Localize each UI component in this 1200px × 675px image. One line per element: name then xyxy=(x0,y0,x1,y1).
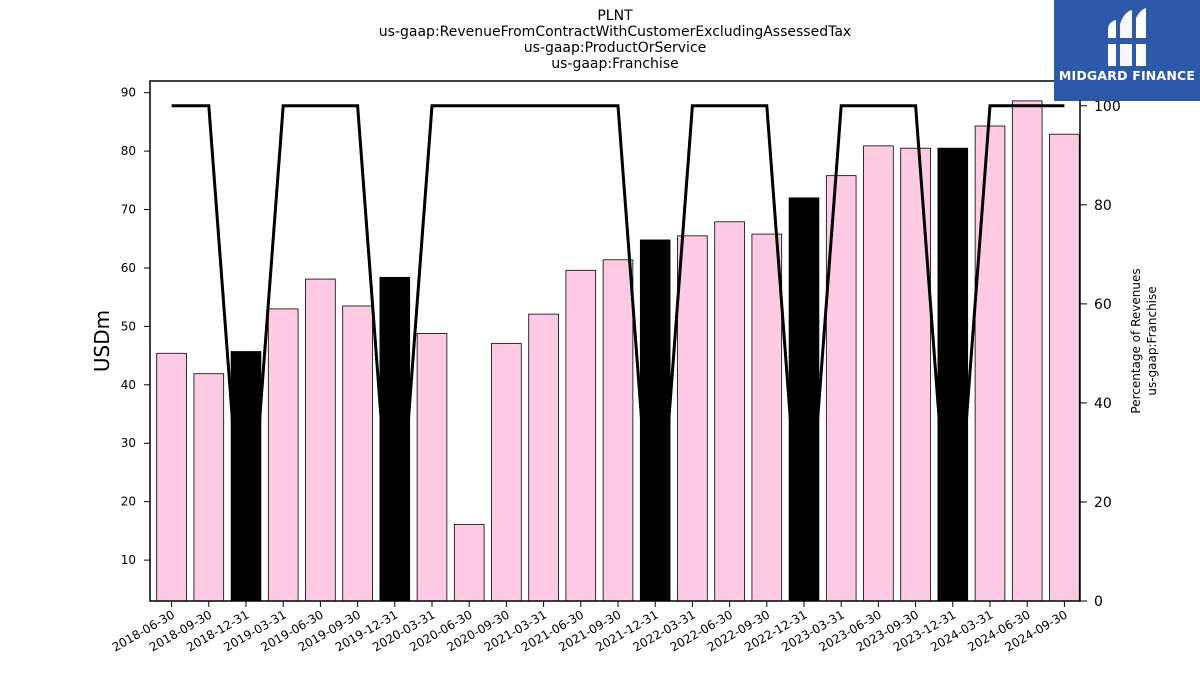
y2-tick-label: 0 xyxy=(1094,594,1103,610)
chart-title-line: us-gaap:ProductOrService xyxy=(524,40,707,56)
y2-axis-label: Percentage of Revenues xyxy=(1129,268,1143,413)
bar-2020-09-30 xyxy=(491,342,522,602)
y2-axis: 0 20 40 60 80 100 Percentage of Revenues us-gaa… xyxy=(1080,99,1159,610)
plot-border xyxy=(149,80,1081,602)
bar-2020-06-30 xyxy=(453,524,485,602)
bar-2024-09-30 xyxy=(1049,133,1080,602)
y-tick-label: 30 xyxy=(121,436,136,450)
chart-title-line: PLNT xyxy=(597,8,633,24)
bar-2018-09-30 xyxy=(193,373,225,602)
y2-tick-label: 80 xyxy=(1094,198,1112,214)
y-tick-label: 90 xyxy=(121,86,136,100)
bar-2023-09-30 xyxy=(900,147,931,602)
bar-2022-03-31 xyxy=(677,235,708,602)
y2-tick-label: 20 xyxy=(1094,495,1112,511)
bar-2021-03-31 xyxy=(528,313,559,602)
bar-2019-12-31 xyxy=(379,276,411,602)
y-tick-label: 20 xyxy=(121,495,136,509)
chart-title-line: us-gaap:RevenueFromContractWithCustomerE… xyxy=(379,24,851,40)
bar-2022-09-30 xyxy=(751,233,783,602)
midgard-finance-logo: MIDGARD FINANCE xyxy=(1054,0,1200,101)
y-tick-label: 70 xyxy=(121,203,136,217)
bar-2019-09-30 xyxy=(342,305,373,602)
bar-2024-03-31 xyxy=(974,125,1006,602)
logo-text: MIDGARD FINANCE xyxy=(1058,68,1196,83)
y2-tick-label: 40 xyxy=(1094,396,1112,412)
bar-2021-09-30 xyxy=(602,259,634,602)
bar-2024-06-30 xyxy=(1011,100,1043,602)
percentage-line-group xyxy=(171,104,1065,602)
midgard-logo-icon xyxy=(1106,8,1148,66)
y-axis-label: USDm xyxy=(90,310,114,372)
x-axis: 2018-06-302018-09-302018-12-312019-03-31… xyxy=(110,601,1070,654)
plot-frame xyxy=(149,80,1081,602)
bar-2022-06-30 xyxy=(714,221,745,602)
bars xyxy=(156,100,1080,602)
bar-2023-06-30 xyxy=(863,145,894,602)
bar-2023-12-31 xyxy=(937,147,969,602)
chart-title-line: us-gaap:Franchise xyxy=(551,56,678,72)
y-tick-label: 60 xyxy=(121,261,136,275)
bar-2019-03-31 xyxy=(267,308,299,602)
percentage-line xyxy=(171,104,1065,602)
bar-2018-06-30 xyxy=(156,352,187,602)
y2-tick-label: 100 xyxy=(1094,99,1121,115)
bar-2021-12-31 xyxy=(639,239,671,602)
y-tick-label: 40 xyxy=(121,378,136,392)
bar-2022-12-31 xyxy=(788,197,820,602)
y-tick-label: 10 xyxy=(121,553,136,567)
bar-2019-06-30 xyxy=(305,278,336,602)
chart-title: PLNTus-gaap:RevenueFromContractWithCusto… xyxy=(379,8,851,72)
y2-tick-label: 60 xyxy=(1094,297,1112,313)
y-tick-label: 50 xyxy=(121,319,136,333)
bar-2020-03-31 xyxy=(416,333,448,602)
y-tick-label: 80 xyxy=(121,144,136,158)
bar-2021-06-30 xyxy=(565,269,597,602)
y-axis: 10 20 30 40 50 60 70 80 90 USDm xyxy=(90,86,150,567)
y2-axis-label: us-gaap:Franchise xyxy=(1145,286,1159,395)
